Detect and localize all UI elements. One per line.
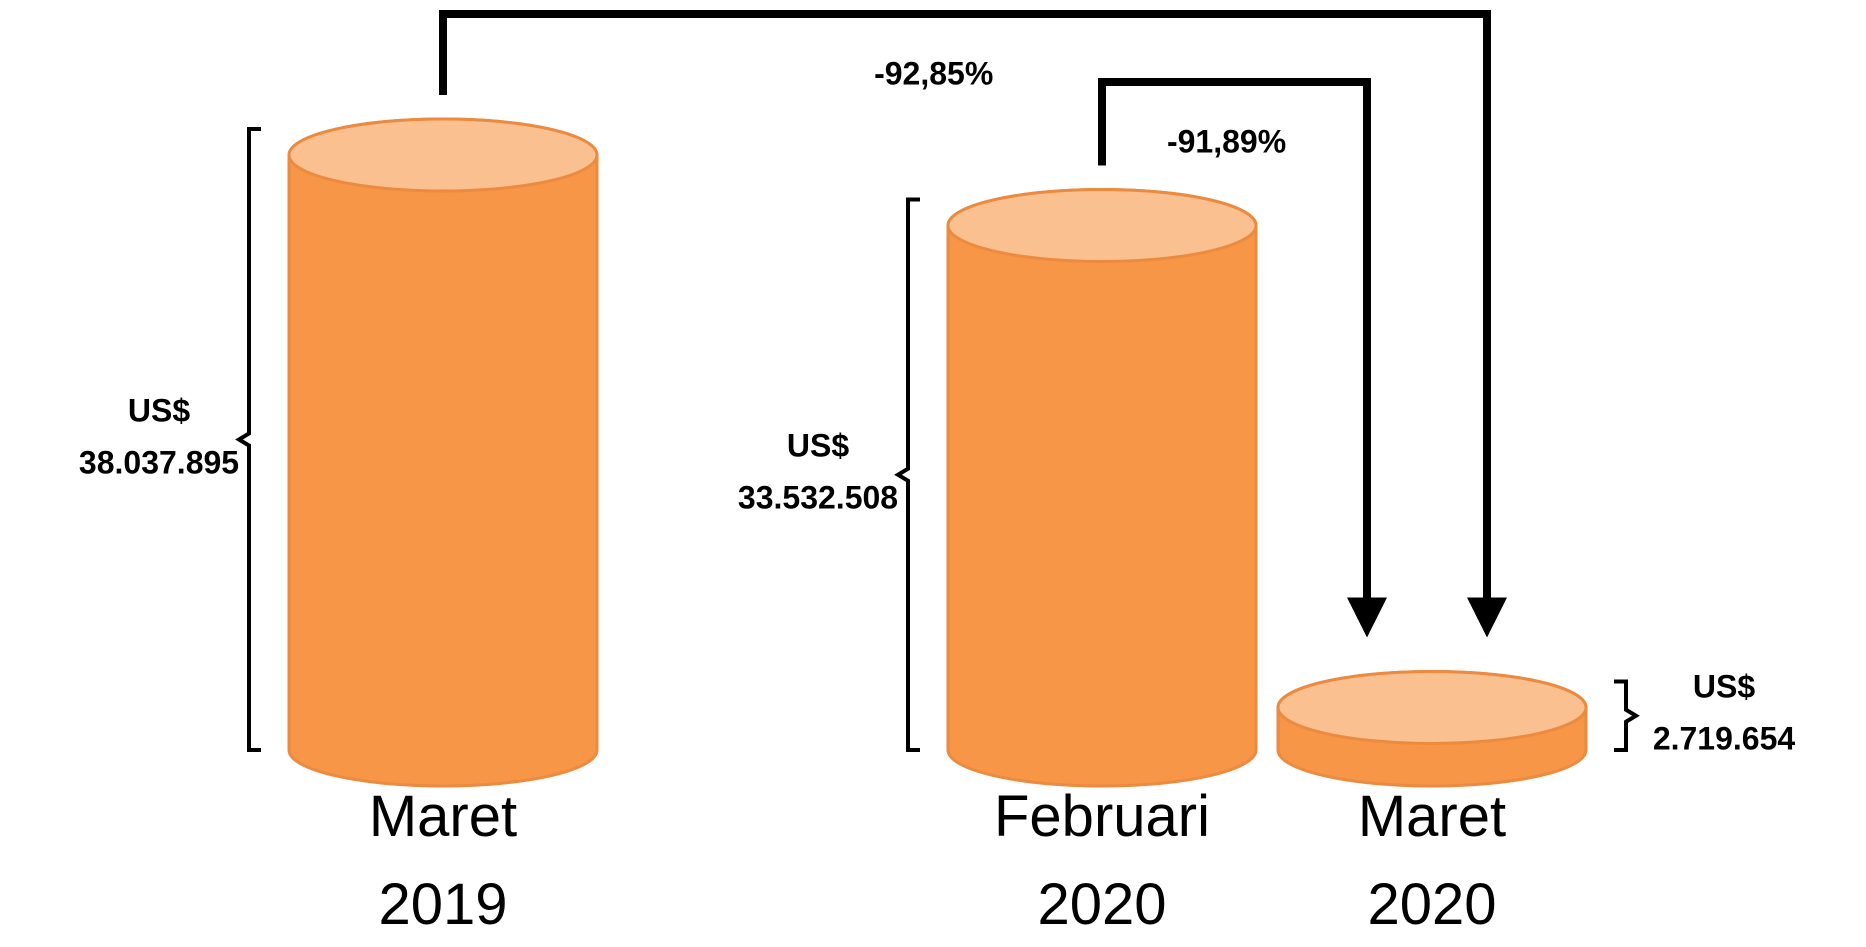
category-label: Maret 2020 <box>1358 784 1506 937</box>
cylinder-body <box>946 187 1258 788</box>
annotation: -92,85% <box>874 55 993 91</box>
cylinder-top <box>287 117 599 193</box>
bracket <box>235 127 261 752</box>
cylinder <box>287 117 599 788</box>
cylinder-body <box>287 117 599 788</box>
category-label: Maret 2019 <box>369 784 517 937</box>
value-label: US$ 33.532.508 <box>738 428 898 516</box>
bracket <box>1614 679 1640 752</box>
arrowhead <box>1467 597 1507 638</box>
cylinder-top <box>1276 669 1588 745</box>
connector <box>1098 78 1371 602</box>
bracket <box>894 197 920 752</box>
category-label: Februari 2020 <box>994 784 1210 937</box>
annotation: -91,89% <box>1167 123 1286 159</box>
cylinder <box>1276 669 1588 788</box>
cylinder <box>946 187 1258 788</box>
cylinder-top <box>946 187 1258 263</box>
value-label: US$ 38.037.895 <box>79 393 239 481</box>
connector <box>439 10 1491 602</box>
arrowhead <box>1347 597 1387 638</box>
value-label: US$ 2.719.654 <box>1653 669 1796 757</box>
